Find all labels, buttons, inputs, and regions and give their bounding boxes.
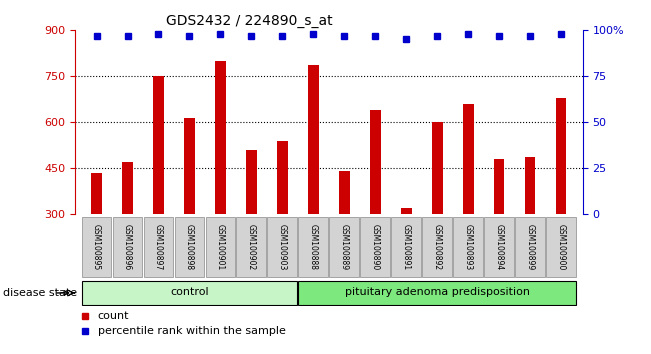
FancyBboxPatch shape xyxy=(453,217,483,277)
Bar xyxy=(555,98,566,214)
Text: pituitary adenoma predisposition: pituitary adenoma predisposition xyxy=(344,287,530,297)
Bar xyxy=(215,61,226,214)
Text: disease state: disease state xyxy=(3,288,77,298)
Bar xyxy=(525,158,535,214)
FancyBboxPatch shape xyxy=(515,217,545,277)
Text: GSM100903: GSM100903 xyxy=(278,224,287,270)
FancyBboxPatch shape xyxy=(484,217,514,277)
Text: count: count xyxy=(98,310,129,320)
Bar xyxy=(432,122,443,214)
Bar xyxy=(153,76,164,214)
Text: control: control xyxy=(170,287,209,297)
Text: GSM100895: GSM100895 xyxy=(92,224,101,270)
Bar xyxy=(91,173,102,214)
FancyBboxPatch shape xyxy=(113,217,143,277)
Text: GDS2432 / 224890_s_at: GDS2432 / 224890_s_at xyxy=(166,14,333,28)
Bar xyxy=(122,162,133,214)
Text: GSM100894: GSM100894 xyxy=(495,224,503,270)
Text: percentile rank within the sample: percentile rank within the sample xyxy=(98,326,286,336)
Text: GSM100892: GSM100892 xyxy=(433,224,441,270)
Text: GSM100890: GSM100890 xyxy=(370,224,380,270)
FancyBboxPatch shape xyxy=(144,217,173,277)
Text: GSM100896: GSM100896 xyxy=(123,224,132,270)
FancyBboxPatch shape xyxy=(206,217,235,277)
FancyBboxPatch shape xyxy=(81,281,297,305)
Bar xyxy=(370,110,381,214)
Text: GSM100889: GSM100889 xyxy=(340,224,349,270)
Text: GSM100900: GSM100900 xyxy=(557,224,566,270)
FancyBboxPatch shape xyxy=(391,217,421,277)
FancyBboxPatch shape xyxy=(298,217,328,277)
Bar xyxy=(339,171,350,214)
Bar xyxy=(277,141,288,214)
Text: GSM100891: GSM100891 xyxy=(402,224,411,270)
Bar xyxy=(308,65,319,214)
Bar xyxy=(246,150,256,214)
FancyBboxPatch shape xyxy=(174,217,204,277)
FancyBboxPatch shape xyxy=(546,217,576,277)
FancyBboxPatch shape xyxy=(422,217,452,277)
Text: GSM100899: GSM100899 xyxy=(525,224,534,270)
Text: GSM100901: GSM100901 xyxy=(216,224,225,270)
Bar xyxy=(463,104,473,214)
Text: GSM100888: GSM100888 xyxy=(309,224,318,270)
FancyBboxPatch shape xyxy=(81,217,111,277)
Text: GSM100898: GSM100898 xyxy=(185,224,194,270)
FancyBboxPatch shape xyxy=(361,217,390,277)
Bar xyxy=(401,208,411,214)
FancyBboxPatch shape xyxy=(298,281,576,305)
FancyBboxPatch shape xyxy=(329,217,359,277)
Bar xyxy=(184,118,195,214)
Bar xyxy=(493,159,505,214)
FancyBboxPatch shape xyxy=(268,217,297,277)
Text: GSM100902: GSM100902 xyxy=(247,224,256,270)
FancyBboxPatch shape xyxy=(236,217,266,277)
Text: GSM100893: GSM100893 xyxy=(464,224,473,270)
Text: GSM100897: GSM100897 xyxy=(154,224,163,270)
